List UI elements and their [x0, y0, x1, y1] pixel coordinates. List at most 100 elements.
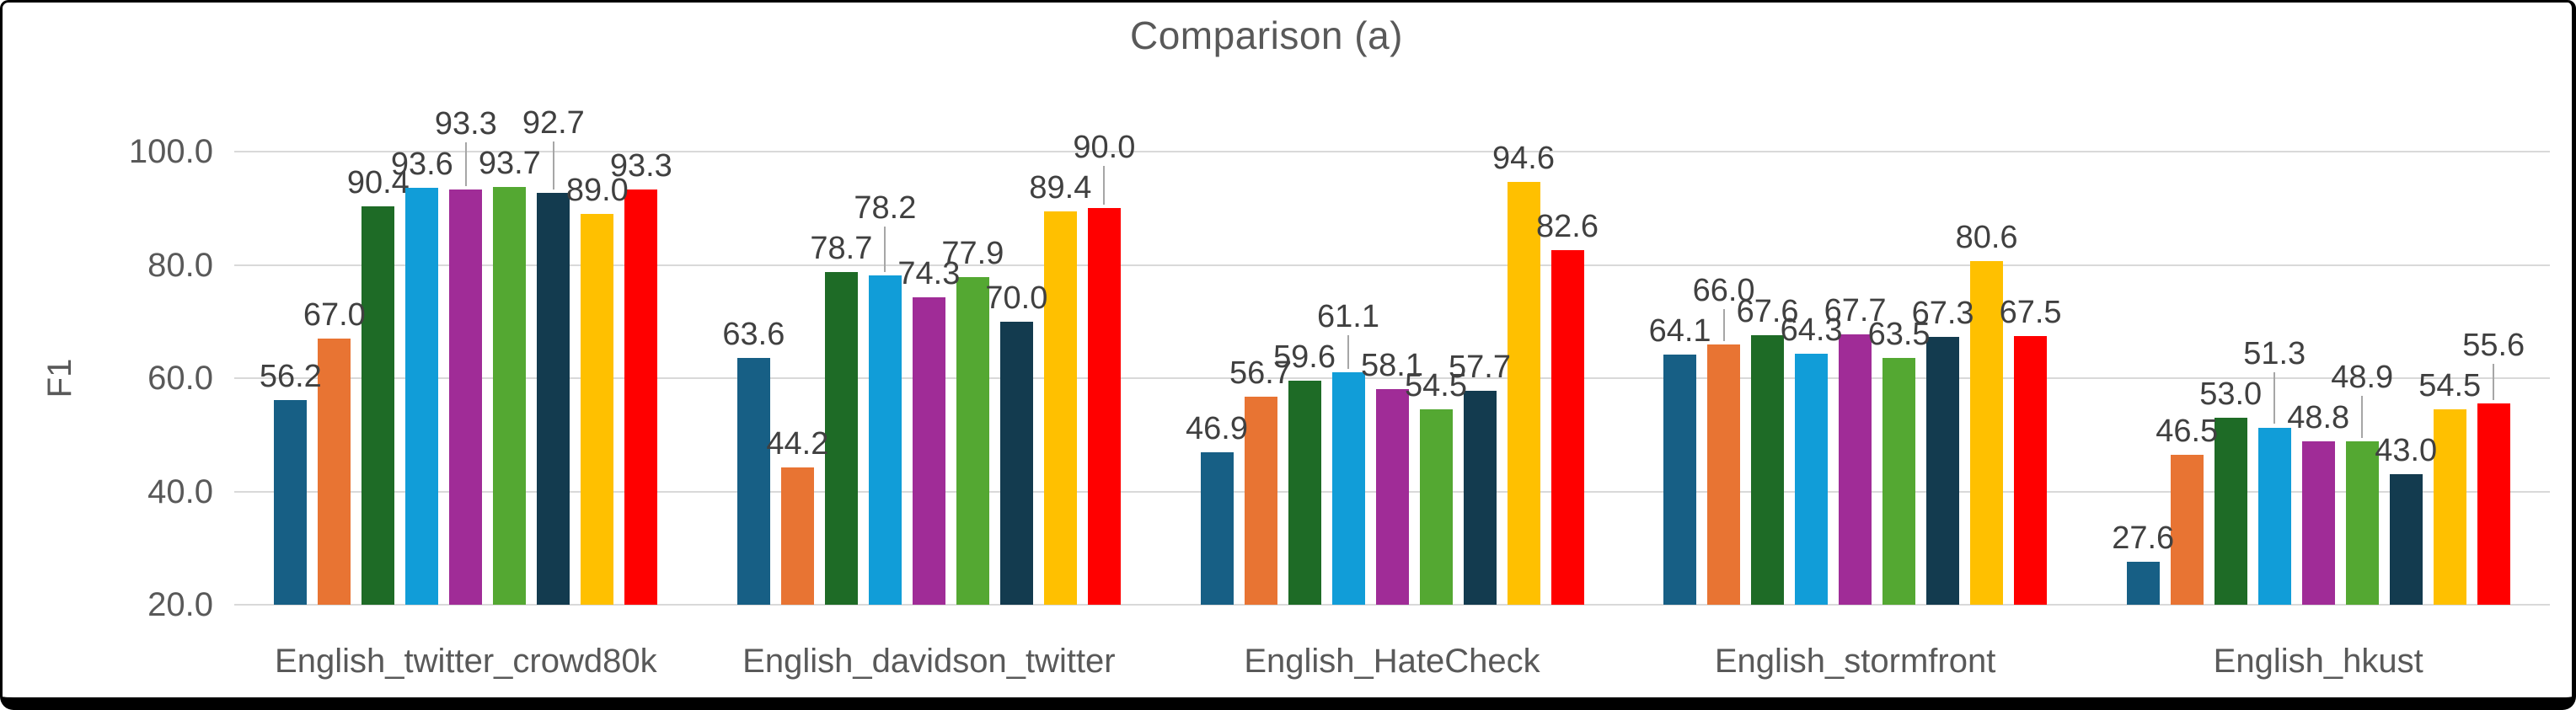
bar	[493, 187, 527, 605]
bar	[2477, 403, 2510, 605]
bar-value-label: 44.2	[766, 426, 829, 462]
bar-value-label: 80.6	[1955, 220, 2018, 256]
bar	[537, 193, 570, 605]
label-leader-line	[2493, 363, 2495, 400]
bar-value-label: 89.0	[565, 172, 629, 208]
y-axis-tick: 20.0	[147, 586, 213, 623]
bar	[2257, 427, 2291, 605]
label-leader-line	[464, 142, 467, 187]
bar	[1463, 391, 1497, 605]
bar	[2014, 335, 2048, 605]
bar	[1795, 354, 1829, 605]
bar-value-label: 70.0	[985, 280, 1048, 316]
bar	[1882, 358, 1916, 605]
bar-value-label: 58.1	[1361, 347, 1423, 383]
gridline	[234, 604, 2550, 606]
bar-value-label: 89.4	[1029, 170, 1092, 206]
y-axis-tick: 40.0	[147, 472, 213, 510]
bar	[581, 213, 614, 605]
bar-value-label: 51.3	[2243, 336, 2306, 372]
bar-value-label: 74.3	[897, 255, 961, 291]
bar-value-label: 94.6	[1492, 141, 1555, 177]
label-leader-line	[2361, 396, 2364, 438]
bar-value-label: 46.9	[1186, 411, 1248, 447]
bar	[1200, 452, 1234, 605]
x-axis-label: English_davidson_twitter	[742, 643, 1116, 680]
bar-value-label: 67.5	[1999, 294, 2062, 330]
bar-value-label: 93.3	[434, 106, 497, 142]
bar-value-label: 61.1	[1317, 298, 1379, 334]
bar-value-label: 64.1	[1648, 313, 1711, 350]
label-leader-line	[2273, 372, 2276, 424]
gridline	[234, 377, 2550, 379]
bar-value-label: 64.3	[1780, 312, 1843, 349]
bar-value-label: 54.5	[2418, 367, 2482, 403]
bar	[1043, 211, 1077, 605]
bar	[624, 190, 658, 605]
gridline	[234, 151, 2550, 152]
bar-value-label: 48.9	[2331, 360, 2394, 396]
bar	[361, 206, 395, 605]
bar	[1375, 388, 1409, 605]
bar	[1839, 334, 1872, 605]
bar	[1751, 334, 1785, 605]
bar	[912, 296, 945, 605]
bar-value-label: 57.7	[1449, 350, 1511, 386]
y-axis-tick: 80.0	[147, 246, 213, 284]
label-leader-line	[552, 141, 554, 190]
plot-area: 56.2 67.0 90.4 93.6 93.3 93.7 92.7 89.0 93.3 63.6…	[234, 105, 2550, 606]
bar	[2433, 409, 2466, 605]
bar-value-label: 56.7	[1229, 355, 1292, 392]
bar-value-label: 43.0	[2375, 433, 2438, 469]
bar	[2170, 454, 2204, 605]
gridline	[234, 264, 2550, 266]
bar-value-label: 90.4	[346, 164, 410, 200]
bar-value-label: 93.6	[390, 147, 453, 183]
bar	[1663, 355, 1697, 605]
bar-value-label: 63.6	[722, 316, 785, 352]
bar	[1550, 250, 1584, 605]
bar-value-label: 67.7	[1824, 293, 1887, 329]
bar	[274, 399, 308, 605]
bar	[1707, 344, 1741, 605]
label-leader-line	[1722, 309, 1725, 341]
bar-value-label: 82.6	[1536, 209, 1599, 244]
bar	[1419, 409, 1453, 605]
bar	[1970, 261, 2004, 605]
y-axis-tick: 100.0	[128, 133, 213, 170]
bar-value-label: 78.2	[854, 190, 917, 227]
x-axis-label: English_hkust	[2213, 643, 2423, 680]
bar-value-label: 77.9	[941, 235, 1004, 271]
bar-value-label: 66.0	[1692, 273, 1755, 309]
bar	[1288, 380, 1321, 605]
bar-value-label: 93.7	[478, 146, 541, 182]
bar-value-label: 48.8	[2287, 400, 2350, 436]
bar	[1244, 397, 1277, 605]
bar	[999, 321, 1033, 605]
x-axis-label: English_twitter_crowd80k	[275, 643, 657, 680]
x-axis-label: English_stormfront	[1714, 643, 1996, 680]
bar	[2126, 561, 2160, 605]
bar	[1507, 182, 1540, 605]
bar	[449, 190, 483, 605]
bar-value-label: 67.6	[1736, 293, 1799, 329]
bar-value-label: 67.0	[303, 296, 366, 333]
label-leader-line	[1347, 334, 1349, 369]
x-axis-label: English_HateCheck	[1244, 643, 1540, 680]
bar-value-label: 27.6	[2112, 520, 2175, 556]
bar-value-label: 53.0	[2199, 376, 2263, 413]
bar	[736, 357, 770, 605]
bar-value-label: 92.7	[522, 105, 585, 141]
bar	[868, 275, 902, 605]
bar	[780, 467, 814, 605]
bar	[2301, 441, 2335, 605]
bar-value-label: 46.5	[2156, 413, 2219, 449]
label-leader-line	[884, 227, 886, 272]
bar-value-label: 59.6	[1273, 339, 1336, 375]
bar	[1087, 208, 1121, 605]
bar-value-label: 55.6	[2462, 327, 2525, 363]
chart-title: Comparison (a)	[1130, 13, 1403, 57]
bar-value-label: 56.2	[259, 358, 322, 394]
bar-value-label: 90.0	[1073, 130, 1136, 166]
